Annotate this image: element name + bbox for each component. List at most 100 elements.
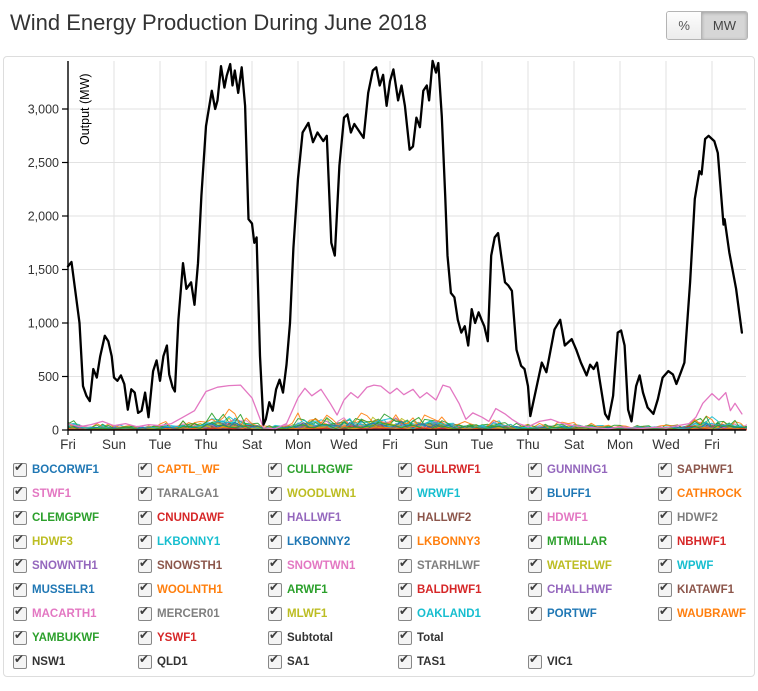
checkbox-checked-icon[interactable]	[398, 484, 412, 501]
checkbox-checked-icon[interactable]	[138, 580, 152, 597]
legend-item-snownth1[interactable]: SNOWNTH1	[13, 556, 138, 573]
checkbox-checked-icon[interactable]	[268, 484, 282, 501]
checkbox-checked-icon[interactable]	[13, 460, 27, 477]
legend-item-hallwf2[interactable]: HALLWF2	[398, 508, 528, 525]
legend-item-mercer01[interactable]: MERCER01	[138, 604, 268, 621]
checkbox-checked-icon[interactable]	[268, 652, 282, 669]
checkbox-checked-icon[interactable]	[268, 460, 282, 477]
checkbox-checked-icon[interactable]	[13, 556, 27, 573]
checkbox-checked-icon[interactable]	[398, 652, 412, 669]
legend-item-hdwf3[interactable]: HDWF3	[13, 532, 138, 549]
checkbox-checked-icon[interactable]	[658, 580, 672, 597]
legend-item-waterlwf[interactable]: WATERLWF	[528, 556, 658, 573]
legend-item-gunning1[interactable]: GUNNING1	[528, 460, 658, 477]
legend-item-waubrawf[interactable]: WAUBRAWF	[658, 604, 754, 621]
legend-item-nbhwf1[interactable]: NBHWF1	[658, 532, 754, 549]
checkbox-checked-icon[interactable]	[658, 460, 672, 477]
checkbox-checked-icon[interactable]	[398, 604, 412, 621]
checkbox-checked-icon[interactable]	[268, 556, 282, 573]
legend-item-bluff1[interactable]: BLUFF1	[528, 484, 658, 501]
checkbox-checked-icon[interactable]	[13, 628, 27, 645]
checkbox-checked-icon[interactable]	[528, 580, 542, 597]
checkbox-checked-icon[interactable]	[138, 532, 152, 549]
checkbox-checked-icon[interactable]	[13, 652, 27, 669]
checkbox-checked-icon[interactable]	[528, 652, 542, 669]
legend-item-macarth1[interactable]: MACARTH1	[13, 604, 138, 621]
legend-item-arwf1[interactable]: ARWF1	[268, 580, 398, 597]
legend-item-clemgpwf[interactable]: CLEMGPWF	[13, 508, 138, 525]
legend-item-yswf1[interactable]: YSWF1	[138, 628, 268, 645]
checkbox-checked-icon[interactable]	[398, 556, 412, 573]
checkbox-checked-icon[interactable]	[268, 604, 282, 621]
legend-item-taralga1[interactable]: TARALGA1	[138, 484, 268, 501]
checkbox-checked-icon[interactable]	[528, 484, 542, 501]
legend-item-sa1[interactable]: SA1	[268, 652, 398, 669]
checkbox-checked-icon[interactable]	[658, 556, 672, 573]
checkbox-checked-icon[interactable]	[268, 628, 282, 645]
legend-item-kiatawf1[interactable]: KIATAWF1	[658, 580, 754, 597]
checkbox-checked-icon[interactable]	[268, 532, 282, 549]
checkbox-checked-icon[interactable]	[138, 604, 152, 621]
legend-item-woolnth1[interactable]: WOOLNTH1	[138, 580, 268, 597]
checkbox-checked-icon[interactable]	[138, 460, 152, 477]
legend-item-tas1[interactable]: TAS1	[398, 652, 528, 669]
checkbox-checked-icon[interactable]	[398, 532, 412, 549]
legend-item-bocorwf1[interactable]: BOCORWF1	[13, 460, 138, 477]
checkbox-checked-icon[interactable]	[138, 484, 152, 501]
checkbox-checked-icon[interactable]	[138, 508, 152, 525]
checkbox-checked-icon[interactable]	[528, 460, 542, 477]
legend-item-qld1[interactable]: QLD1	[138, 652, 268, 669]
legend-item-hdwf1[interactable]: HDWF1	[528, 508, 658, 525]
legend-item-musselr1[interactable]: MUSSELR1	[13, 580, 138, 597]
checkbox-checked-icon[interactable]	[138, 628, 152, 645]
legend-item-cathrock[interactable]: CATHROCK	[658, 484, 754, 501]
legend-item-stwf1[interactable]: STWF1	[13, 484, 138, 501]
checkbox-checked-icon[interactable]	[398, 628, 412, 645]
legend-item-cullrgwf[interactable]: CULLRGWF	[268, 460, 398, 477]
legend-item-starhlwf[interactable]: STARHLWF	[398, 556, 528, 573]
legend-item-snowsth1[interactable]: SNOWSTH1	[138, 556, 268, 573]
legend-item-captl_wf[interactable]: CAPTL_WF	[138, 460, 268, 477]
legend-item-total[interactable]: Total	[398, 628, 528, 645]
legend-item-yambukwf[interactable]: YAMBUKWF	[13, 628, 138, 645]
checkbox-checked-icon[interactable]	[658, 532, 672, 549]
legend-item-nsw1[interactable]: NSW1	[13, 652, 138, 669]
legend-item-portwf[interactable]: PORTWF	[528, 604, 658, 621]
checkbox-checked-icon[interactable]	[658, 484, 672, 501]
unit-mw-button[interactable]: MW	[700, 12, 747, 39]
checkbox-checked-icon[interactable]	[658, 604, 672, 621]
checkbox-checked-icon[interactable]	[398, 508, 412, 525]
checkbox-checked-icon[interactable]	[398, 580, 412, 597]
checkbox-checked-icon[interactable]	[528, 508, 542, 525]
legend-item-wpwf[interactable]: WPWF	[658, 556, 754, 573]
legend-item-baldhwf1[interactable]: BALDHWF1	[398, 580, 528, 597]
checkbox-checked-icon[interactable]	[658, 508, 672, 525]
checkbox-checked-icon[interactable]	[268, 508, 282, 525]
checkbox-checked-icon[interactable]	[528, 556, 542, 573]
legend-item-mlwf1[interactable]: MLWF1	[268, 604, 398, 621]
legend-item-gullrwf1[interactable]: GULLRWF1	[398, 460, 528, 477]
legend-item-cnundawf[interactable]: CNUNDAWF	[138, 508, 268, 525]
checkbox-checked-icon[interactable]	[528, 532, 542, 549]
checkbox-checked-icon[interactable]	[138, 652, 152, 669]
legend-item-lkbonny1[interactable]: LKBONNY1	[138, 532, 268, 549]
legend-item-lkbonny2[interactable]: LKBONNY2	[268, 532, 398, 549]
legend-item-mtmillar[interactable]: MTMILLAR	[528, 532, 658, 549]
legend-item-hallwf1[interactable]: HALLWF1	[268, 508, 398, 525]
checkbox-checked-icon[interactable]	[13, 508, 27, 525]
legend-item-woodlwn1[interactable]: WOODLWN1	[268, 484, 398, 501]
checkbox-checked-icon[interactable]	[398, 460, 412, 477]
checkbox-checked-icon[interactable]	[13, 484, 27, 501]
checkbox-checked-icon[interactable]	[13, 532, 27, 549]
legend-item-lkbonny3[interactable]: LKBONNY3	[398, 532, 528, 549]
checkbox-checked-icon[interactable]	[528, 604, 542, 621]
checkbox-checked-icon[interactable]	[138, 556, 152, 573]
checkbox-checked-icon[interactable]	[13, 580, 27, 597]
checkbox-checked-icon[interactable]	[13, 604, 27, 621]
legend-item-oakland1[interactable]: OAKLAND1	[398, 604, 528, 621]
legend-item-saphwf1[interactable]: SAPHWF1	[658, 460, 754, 477]
legend-item-wrwf1[interactable]: WRWF1	[398, 484, 528, 501]
legend-item-challhwf[interactable]: CHALLHWF	[528, 580, 658, 597]
legend-item-vic1[interactable]: VIC1	[528, 652, 658, 669]
unit-percent-button[interactable]: %	[667, 12, 701, 39]
